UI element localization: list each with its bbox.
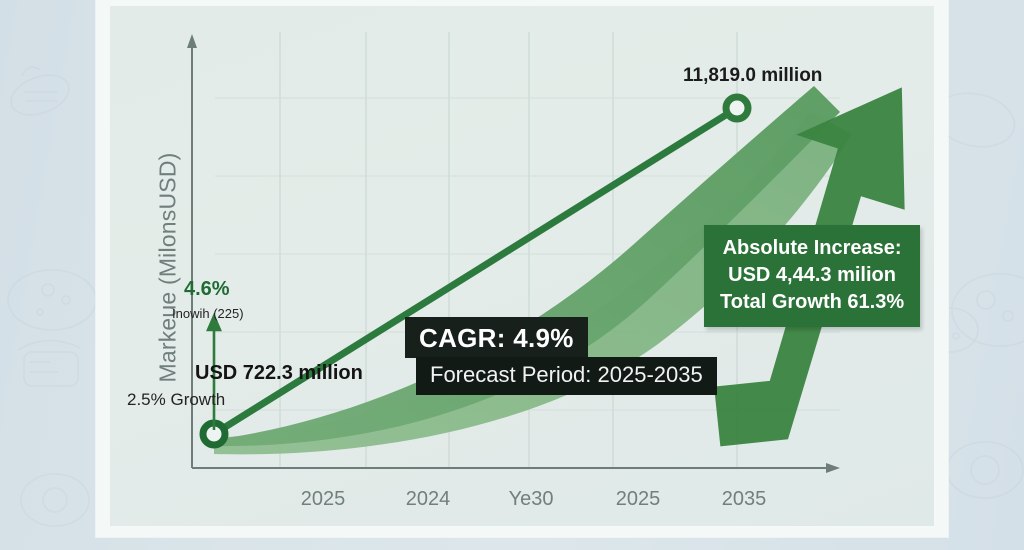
x-tick-2: Ye30 [508,488,554,510]
mid-note-label: Inowih (225) [172,306,244,321]
total-growth-value: Total Growth 61.3% [720,290,905,313]
y-axis-title: Markeue (MilonsUSD) [154,152,181,383]
start-value-label: USD 722.3 million [195,362,363,384]
absolute-increase-value: USD 4,44.3 milion [728,263,896,286]
start-growth-label: 2.5% Growth [127,390,226,409]
x-tick-0: 2025 [300,488,346,510]
absolute-increase-callout: Absolute Increase: USD 4,44.3 milion Tot… [704,225,921,328]
forecast-period-callout: Forecast Period: 2025-2035 [416,357,717,395]
absolute-increase-title: Absolute Increase: [722,237,902,259]
growth-indicator-arrow-icon [206,312,222,430]
data-point-end[interactable] [722,93,752,123]
forecast-period-value: Forecast Period: 2025-2035 [430,362,703,387]
trend-line [210,104,741,438]
chart-plot-area: Markeue (MilonsUSD) 11,819.0 million USD… [110,6,934,526]
x-axis-tick-labels: 2025 2024 Ye30 2025 2035 [110,488,934,518]
x-axis [192,463,840,473]
cagr-value: CAGR: 4.9% [419,323,574,353]
y-axis [187,34,197,468]
cagr-callout: CAGR: 4.9% [405,317,588,358]
x-tick-1: 2024 [405,488,451,510]
x-tick-3: 2025 [615,488,661,510]
x-tick-4: 2035 [721,488,767,510]
peak-value-label: 11,819.0 million [683,65,823,86]
mid-percent-label: 4.6% [184,278,230,300]
